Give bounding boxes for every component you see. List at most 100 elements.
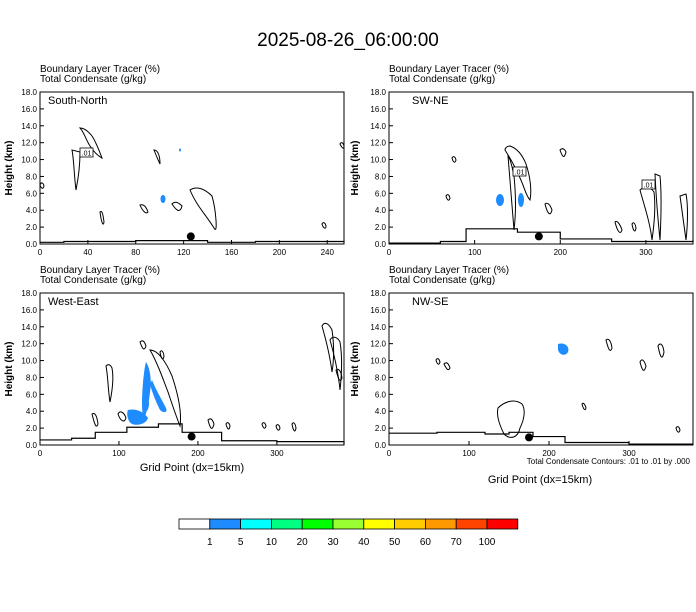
panel-line1: Boundary Layer Tracer (%) [40,265,160,276]
x-tick-label: 120 [177,248,191,257]
x-tick-label: 0 [387,248,392,257]
condensate-contours [39,127,345,230]
panel-south-north: Boundary Layer Tracer (%) Total Condensa… [4,64,345,257]
tracer-blob [179,148,181,152]
contour-label: .01 [644,183,654,190]
y-tick-label: 2.0 [26,223,38,232]
panel-line1: Boundary Layer Tracer (%) [40,64,160,75]
panel-label: SW-NE [412,95,448,107]
y-tick-label: 2.0 [375,223,387,232]
x-tick-label: 40 [83,248,92,257]
y-tick-label: 8.0 [26,172,38,181]
y-tick-labels: 0.0 2.0 4.0 6.0 8.0 10.0 12.0 14.0 16.0 18.0 [21,289,44,450]
x-tick-label: 100 [112,449,126,458]
colorbar-box [209,518,241,530]
panel-line2: Total Condensate (g/kg) [40,74,146,85]
x-axis-label: Grid Point (dx=15km) [488,474,592,486]
x-tick-label: 0 [387,449,392,458]
colorbar-box [455,518,488,530]
y-tick-label: 4.0 [26,407,38,416]
x-tick-label: 200 [273,248,287,257]
y-tick-label: 18.0 [370,88,386,97]
x-tick-labels: 0 40 80 120 160 200 240 [38,240,335,257]
x-tick-label: 0 [38,248,43,257]
condensate-contours [91,322,343,432]
y-tick-label: 10.0 [370,357,386,366]
terrain-line [389,431,693,445]
figure-title: 2025-08-26_06:00:00 [257,30,439,51]
colorbar-label: 10 [266,537,278,548]
y-tick-label: 0.0 [26,240,38,249]
colorbar-box [240,518,272,530]
panel-line2: Total Condensate (g/kg) [40,275,146,286]
colorbar-label: 5 [238,537,244,548]
y-tick-label: 18.0 [21,289,37,298]
y-tick-label: 14.0 [370,122,386,131]
y-tick-label: 16.0 [370,306,386,315]
panel-sw-ne: Boundary Layer Tracer (%) Total Condensa… [350,64,694,257]
panel-nw-se: Boundary Layer Tracer (%) Total Condensa… [350,265,694,486]
panel-line1: Boundary Layer Tracer (%) [389,265,509,276]
x-tick-label: 300 [639,248,653,257]
tracer-blob [496,194,504,206]
y-axis-label: Height (km) [350,141,361,196]
condensate-contours [435,338,681,438]
y-tick-label: 16.0 [21,105,37,114]
y-tick-labels: 0.0 2.0 4.0 6.0 8.0 10.0 12.0 14.0 16.0 18.0 [370,88,393,249]
panel-west-east: Boundary Layer Tracer (%) Total Condensa… [4,265,345,474]
colorbar-box [271,518,303,530]
colorbar-label: 1 [207,537,213,548]
x-tick-label: 300 [270,449,284,458]
colorbar-label: 70 [451,537,463,548]
plot-frame [39,91,345,245]
tracer-field [127,362,167,425]
plot-frame [39,292,345,446]
y-tick-label: 16.0 [21,306,37,315]
contour-label: .01 [82,151,92,158]
y-tick-labels: 0.0 2.0 4.0 6.0 8.0 10.0 12.0 14.0 16.0 18.0 [370,289,393,450]
y-tick-label: 4.0 [375,407,387,416]
x-tick-label: 240 [321,248,335,257]
x-tick-label: 0 [38,449,43,458]
panel-line2: Total Condensate (g/kg) [389,275,495,286]
panel-label: NW-SE [412,296,448,308]
x-tick-label: 200 [554,248,568,257]
y-tick-label: 18.0 [21,88,37,97]
y-tick-label: 12.0 [370,139,386,148]
tracer-blob [160,195,166,203]
colorbar-box [332,518,365,530]
x-tick-label: 100 [468,248,482,257]
y-tick-label: 4.0 [26,206,38,215]
terrain-line [389,228,694,244]
plot-frame [388,91,694,245]
colorbar-labels: 1 5 10 20 30 40 50 60 70 100 [207,537,496,548]
y-tick-label: 12.0 [21,139,37,148]
colorbar-box [424,518,457,530]
y-tick-label: 6.0 [375,390,387,399]
y-tick-label: 6.0 [26,189,38,198]
colorbar-box [394,518,426,530]
location-marker [186,232,195,241]
colorbar-box [301,518,334,530]
colorbar-label: 100 [479,537,496,548]
y-tick-label: 0.0 [375,441,387,450]
colorbar: 1 5 10 20 30 40 50 60 70 100 [178,518,519,548]
y-tick-label: 6.0 [26,390,38,399]
y-tick-label: 10.0 [370,156,386,165]
y-tick-label: 2.0 [26,424,38,433]
terrain-line [40,423,345,445]
x-tick-label: 200 [542,449,556,458]
location-marker [534,232,543,241]
x-tick-label: 160 [225,248,239,257]
y-tick-label: 18.0 [370,289,386,298]
colorbar-box [178,518,211,530]
terrain-line [40,240,345,243]
y-tick-label: 12.0 [21,340,37,349]
x-tick-label: 80 [131,248,140,257]
contour-label-box [641,179,656,190]
y-tick-label: 10.0 [21,156,37,165]
tracer-blob [518,193,524,207]
y-tick-label: 4.0 [375,206,387,215]
contour-label: .01 [515,170,525,177]
